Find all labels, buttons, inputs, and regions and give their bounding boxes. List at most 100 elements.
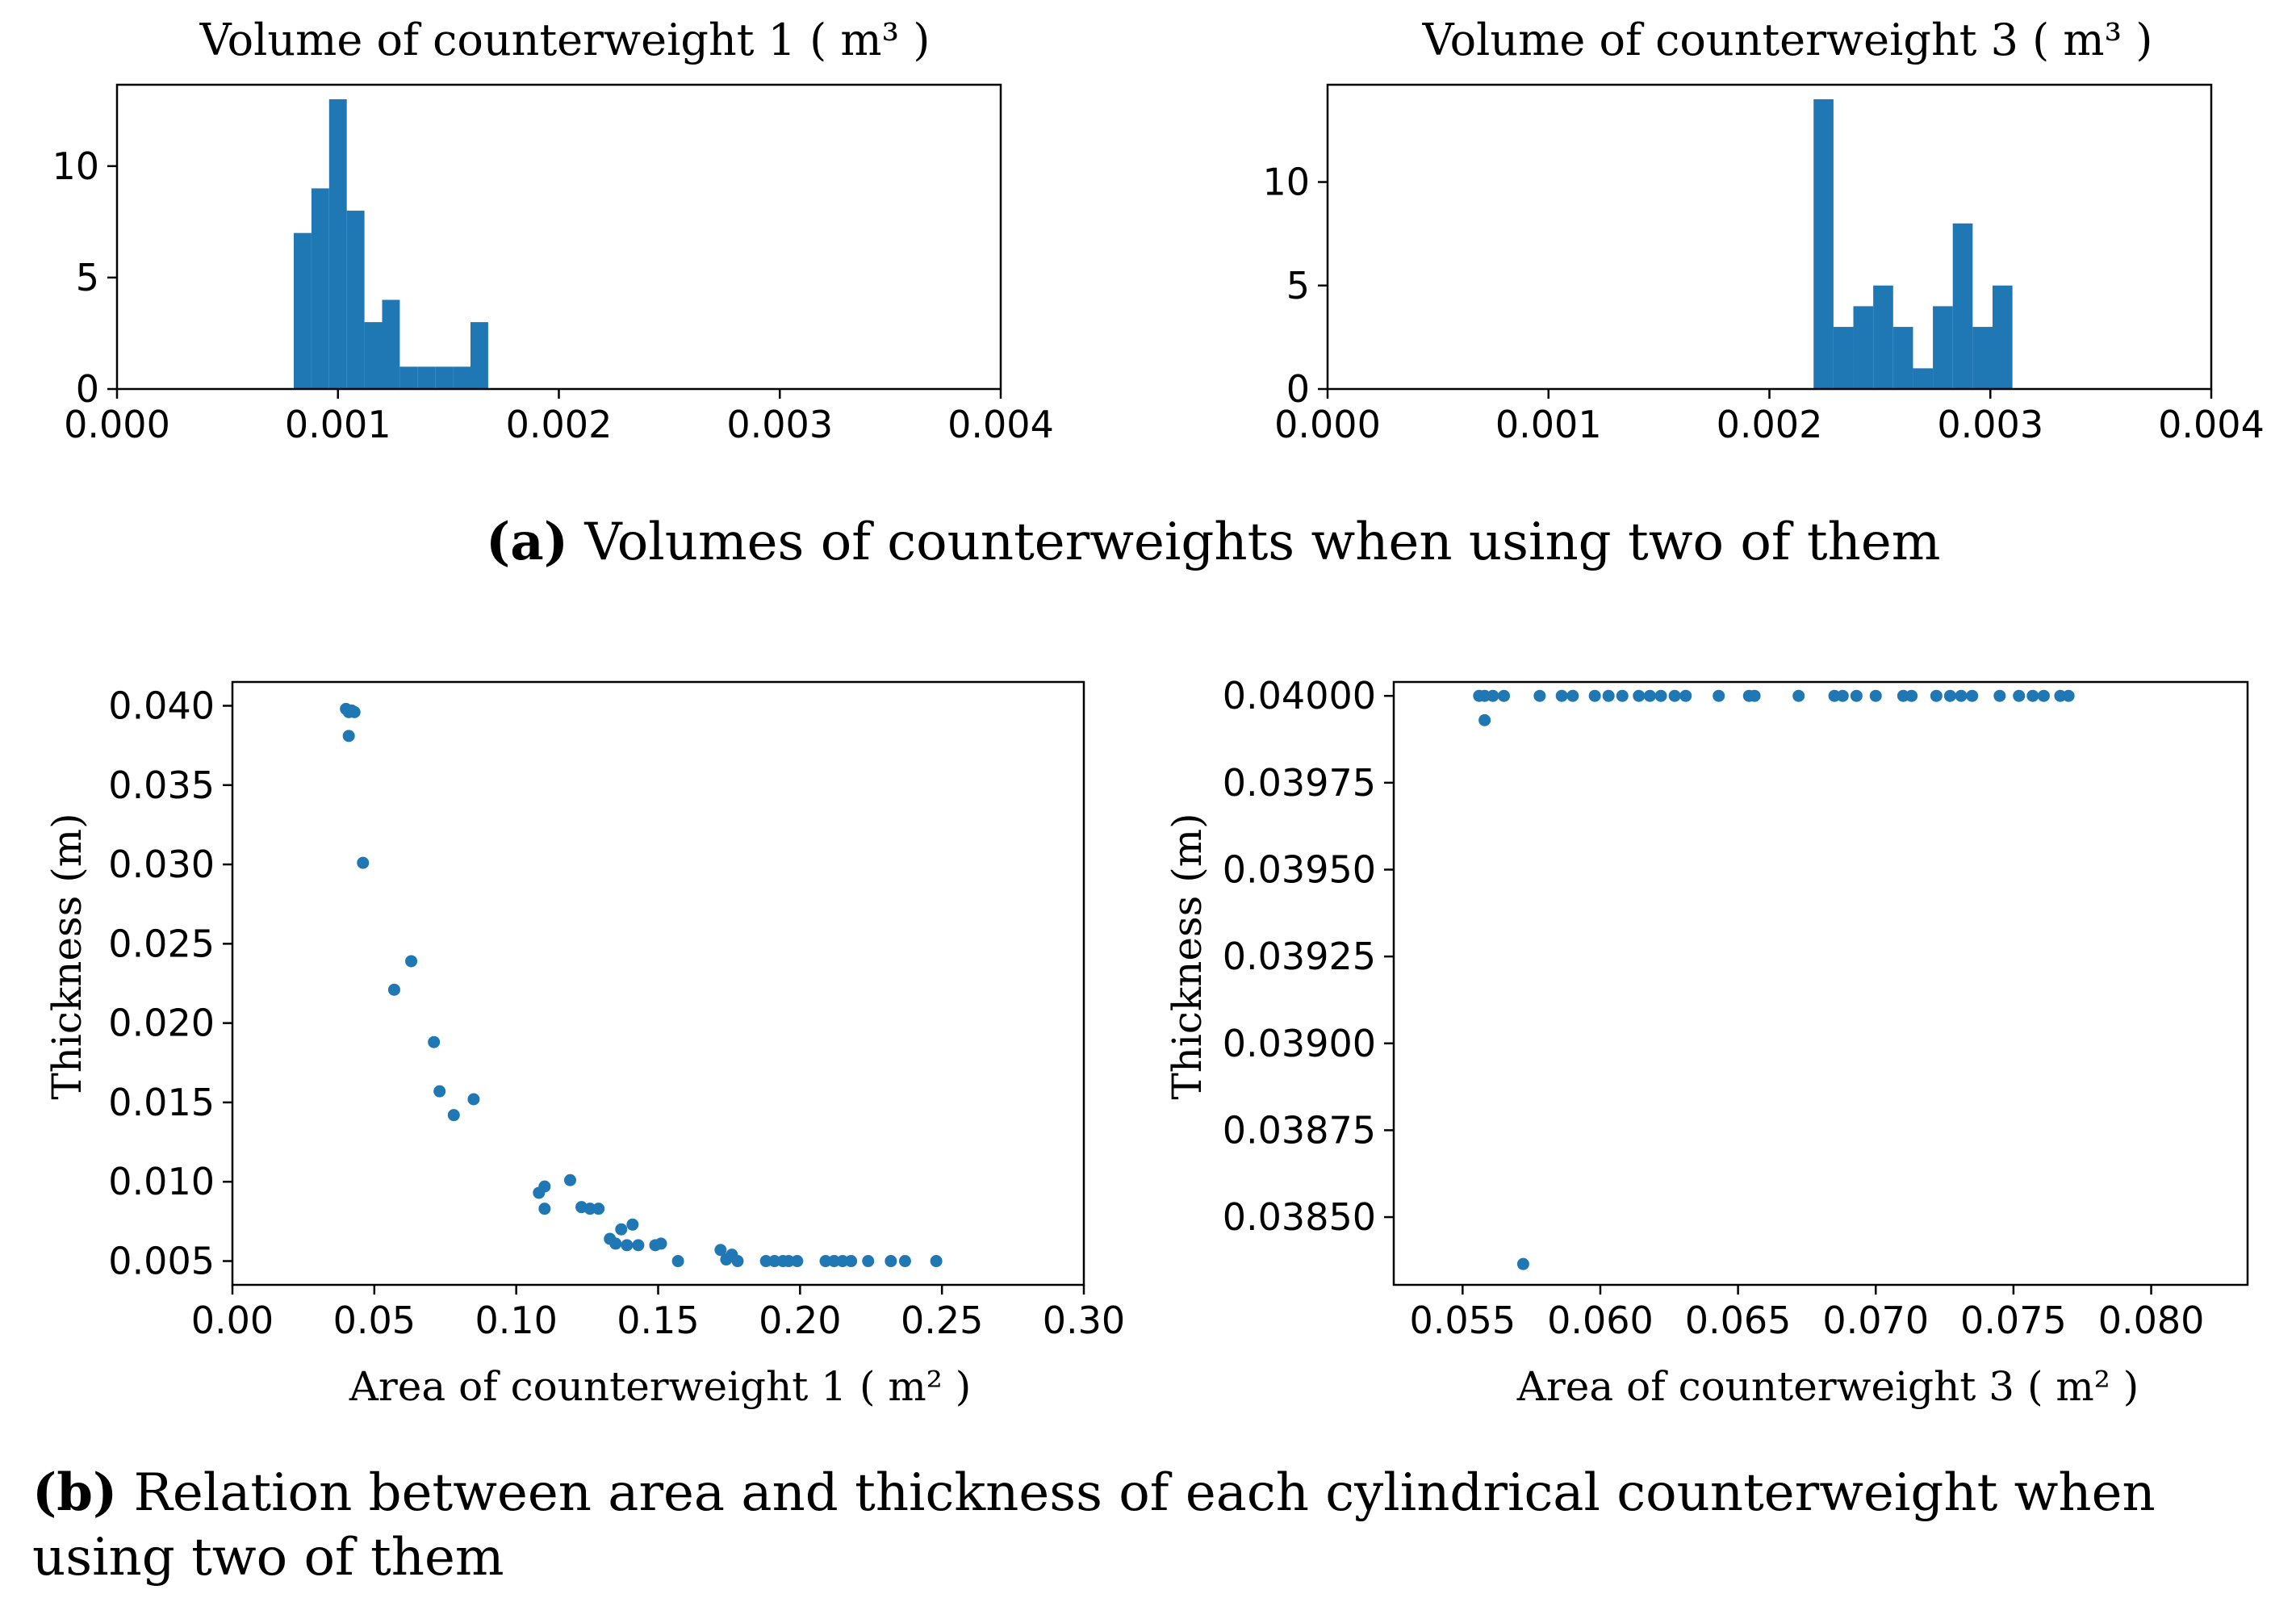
hist1-xtick-label: 0.004 (947, 403, 1054, 446)
scatter2-ytick-label: 0.03875 (1223, 1108, 1376, 1152)
hist2-bar (1853, 306, 1874, 389)
hist1-title: Volume of counterweight 1 ( m³ ) (199, 15, 931, 65)
hist1-xtick-label: 0.001 (285, 403, 391, 446)
scatter1-xtick-label: 0.20 (759, 1299, 841, 1342)
hist1-plot: 0.000 0.001 0.002 0.003 0.004 0 5 10 (52, 83, 1054, 446)
scatter2-point (1748, 689, 1761, 702)
scatter2-point (1588, 689, 1601, 702)
scatter1-point (387, 983, 400, 996)
scatter2-xtick-label: 0.060 (1547, 1299, 1654, 1342)
hist2-xtick-label: 0.002 (1717, 403, 1823, 446)
scatter1-point (671, 1255, 684, 1268)
scatter2-point (1836, 689, 1849, 702)
scatter1-point (731, 1255, 744, 1268)
scatter2-point (2013, 689, 2026, 702)
scatter2-point (1555, 689, 1568, 702)
scatter1-point (621, 1239, 634, 1252)
scatter2-point (2062, 689, 2075, 702)
scatter1-xtick-label: 0.25 (901, 1299, 983, 1342)
scatter1-point (791, 1255, 804, 1268)
scatter1-ytick-label: 0.010 (108, 1160, 215, 1203)
scatter1-point (819, 1255, 832, 1268)
scatter2-point (1930, 689, 1943, 702)
scatter1-xtick-label: 0.30 (1043, 1299, 1125, 1342)
hist1-bar (470, 322, 488, 389)
scatter1-point (885, 1255, 897, 1268)
scatter1-plot: 0.00 0.05 0.10 0.15 0.20 0.25 0.30 0.005 0.010 0.… (108, 680, 1125, 1342)
scatter2-point (1533, 689, 1546, 702)
scatter1-ytick-label: 0.015 (108, 1081, 215, 1124)
scatter2-point (1869, 689, 1882, 702)
scatter1-point (759, 1255, 772, 1268)
scatter2-point (1713, 689, 1725, 702)
hist2-bar (1913, 368, 1934, 389)
hist1-ytick-label: 10 (52, 144, 99, 188)
hist1-bar (453, 366, 470, 389)
scatter1-point (828, 1255, 841, 1268)
scatter1-point (348, 705, 361, 718)
scatter1-point (592, 1203, 605, 1215)
scatter1-point (930, 1255, 943, 1268)
scatter1-xlabel: Area of counterweight 1 ( m² ) (349, 1363, 971, 1410)
scatter2-xtick-label: 0.070 (1822, 1299, 1929, 1342)
hist1-bar (382, 299, 400, 389)
hist2-bar (1892, 327, 1913, 389)
scatter1-point (433, 1085, 446, 1098)
scatter1-point (405, 955, 418, 968)
scatter1-point (342, 730, 355, 743)
caption-b-letter: (b) (32, 1462, 118, 1523)
scatter1-point (609, 1237, 622, 1250)
hist2-ytick-label: 5 (1286, 264, 1310, 307)
scatter1-ytick-label: 0.030 (108, 843, 215, 886)
scatter2-point (2037, 689, 2050, 702)
scatter1-xtick-label: 0.15 (617, 1299, 699, 1342)
hist2-bar (1813, 98, 1834, 389)
scatter2-point (1516, 1257, 1529, 1270)
scatter1-point (467, 1093, 480, 1106)
hist2-xtick-label: 0.001 (1495, 403, 1602, 446)
scatter1-point (714, 1244, 727, 1257)
scatter1-point (538, 1180, 551, 1193)
hist1-xtick-label: 0.003 (726, 403, 833, 446)
hist1-xtick-label: 0.000 (64, 403, 170, 446)
scatter1-point (898, 1255, 911, 1268)
scatter1-point (583, 1203, 596, 1215)
scatter2-point (1943, 689, 1956, 702)
hist2-frame (1326, 83, 2213, 391)
hist1-bar (311, 188, 329, 389)
scatter2-point (1668, 689, 1681, 702)
hist1-bar (364, 322, 383, 389)
caption-a: (a) Volumes of counterweights when using… (486, 510, 1940, 575)
scatter2-point (1955, 689, 1968, 702)
scatter2-xtick-label: 0.055 (1409, 1299, 1516, 1342)
scatter2-point (1633, 689, 1646, 702)
scatter1-point (626, 1218, 639, 1231)
hist1-bar (399, 366, 418, 389)
scatter2-point (1643, 689, 1656, 702)
hist2-bar (1933, 306, 1953, 389)
scatter1-xtick-label: 0.10 (475, 1299, 557, 1342)
scatter2-point (2026, 689, 2039, 702)
scatter2-xlabel: Area of counterweight 3 ( m² ) (1516, 1363, 2139, 1410)
scatter2-point (1498, 689, 1511, 702)
hist2-bar (1873, 285, 1893, 389)
scatter2-plot: 0.055 0.060 0.065 0.070 0.075 0.080 0.03850 0.0… (1223, 674, 2249, 1342)
scatter2-ylabel: Thickness (m) (1164, 813, 1211, 1099)
scatter1-point (782, 1255, 795, 1268)
scatter2-ytick-label: 0.03950 (1223, 847, 1376, 891)
caption-a-text: Volumes of counterweights when using two… (584, 512, 1941, 572)
scatter2-point (1616, 689, 1629, 702)
caption-a-letter: (a) (486, 512, 569, 572)
scatter1-ylabel: Thickness (m) (44, 813, 90, 1099)
scatter1-point (428, 1035, 441, 1048)
hist2-xtick-label: 0.003 (1937, 403, 2043, 446)
scatter1-point (615, 1223, 628, 1236)
scatter1-point (563, 1173, 576, 1186)
caption-b: (b) Relation between area and thickness … (32, 1461, 2284, 1590)
scatter2-xtick-label: 0.075 (1960, 1299, 2067, 1342)
scatter2-ytick-label: 0.03850 (1223, 1195, 1376, 1239)
scatter1-ytick-label: 0.025 (108, 922, 215, 965)
hist2-bar (1992, 285, 2013, 389)
scatter1-point (845, 1255, 858, 1268)
